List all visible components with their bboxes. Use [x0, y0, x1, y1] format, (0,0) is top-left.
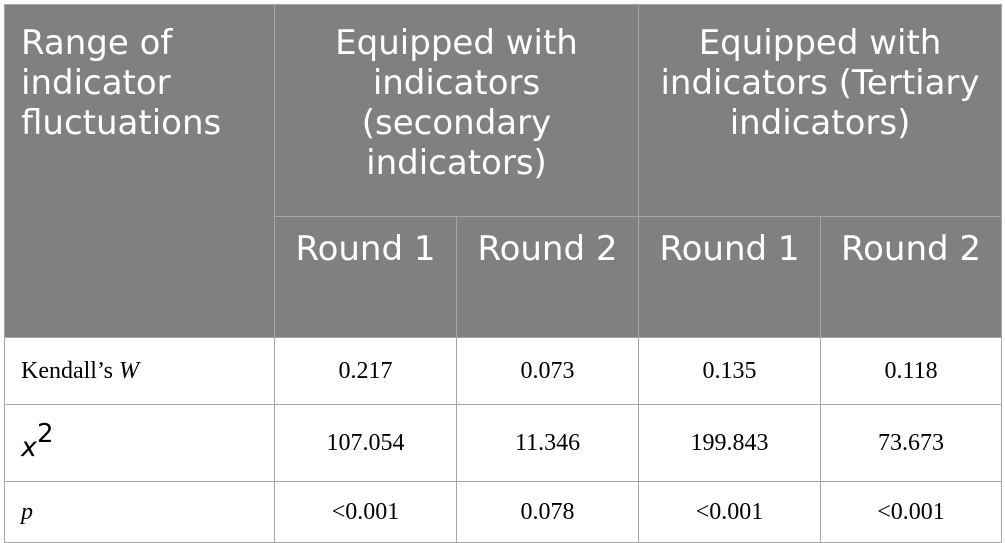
- cell-p-secondary-round-1: <0.001: [274, 481, 457, 543]
- cell-p-secondary-round-2: 0.078: [455, 481, 640, 543]
- results-table: Range of indicator fluctuations Equipped…: [4, 4, 1003, 543]
- cell-x2-secondary-round-2: 11.346: [455, 404, 640, 482]
- chi-square-exponent: 2: [36, 419, 54, 449]
- cell-x2-tertiary-round-2: 73.673: [820, 404, 1003, 482]
- header-tertiary-indicators: Equipped with indicators (Tertiary indic…: [638, 4, 1003, 217]
- row-chi-square: x2 107.054 11.346 199.843 73.673: [4, 404, 1003, 482]
- row-label-kendalls-w: Kendall’s W: [4, 337, 275, 405]
- header-row-rounds: Round 1 Round 2 Round 1 Round 2: [5, 216, 1003, 338]
- kendall-prefix: Kendall’s: [21, 357, 119, 384]
- header-secondary-round-2: Round 2: [455, 216, 640, 338]
- row-p-value: p <0.001 0.078 <0.001 <0.001: [4, 481, 1003, 543]
- cell-w-secondary-round-2: 0.073: [455, 337, 640, 405]
- cell-x2-tertiary-round-1: 199.843: [638, 404, 822, 482]
- row-label-chi-square: x2: [4, 404, 275, 482]
- chi-square-base: x: [21, 432, 37, 463]
- header-tertiary-round-2: Round 2: [820, 216, 1003, 338]
- cell-w-secondary-round-1: 0.217: [274, 337, 457, 405]
- header-secondary-round-1: Round 1: [274, 216, 457, 338]
- p-symbol: p: [21, 498, 33, 525]
- header-secondary-indicators: Equipped with indicators (secondary indi…: [273, 4, 640, 217]
- kendall-w-symbol: W: [118, 357, 139, 384]
- cell-x2-secondary-round-1: 107.054: [274, 404, 457, 482]
- header-range-of-indicator-fluctuations: Range of indicator fluctuations: [4, 4, 275, 338]
- cell-w-tertiary-round-1: 0.135: [638, 337, 822, 405]
- cell-p-tertiary-round-1: <0.001: [638, 481, 822, 543]
- cell-p-tertiary-round-2: <0.001: [820, 481, 1003, 543]
- header-row-groups: Range of indicator fluctuations Equipped…: [4, 4, 1003, 338]
- cell-w-tertiary-round-2: 0.118: [820, 337, 1003, 405]
- row-kendalls-w: Kendall’s W 0.217 0.073 0.135 0.118: [4, 337, 1003, 405]
- header-tertiary-round-1: Round 1: [638, 216, 822, 338]
- row-label-p: p: [4, 481, 275, 543]
